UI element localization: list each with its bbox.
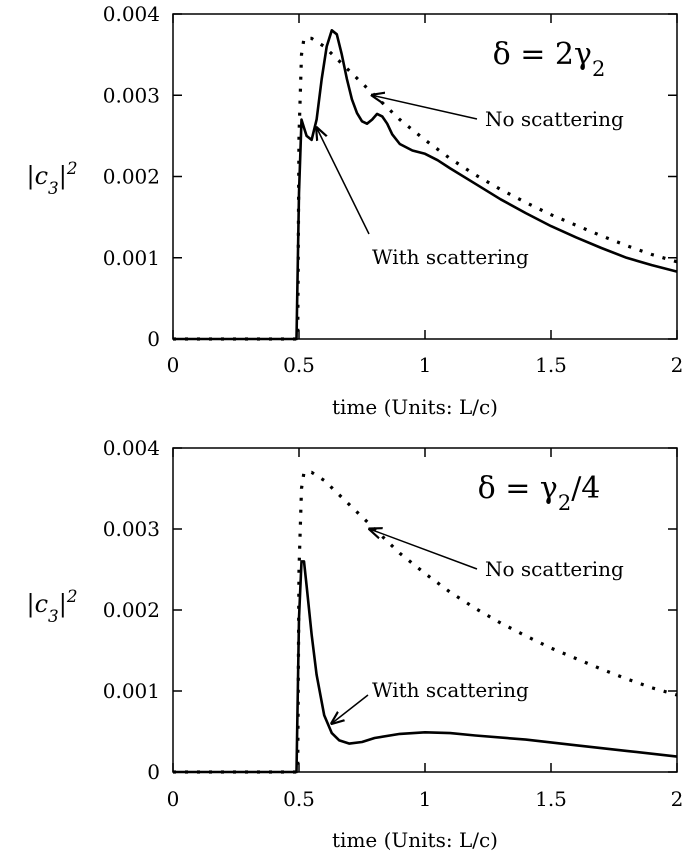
y-tick-label: 0.004 bbox=[103, 436, 160, 460]
x-axis-label: time (Units: L/c) bbox=[332, 828, 498, 852]
annotation-arrow bbox=[317, 128, 370, 235]
series-no-scattering-line bbox=[173, 36, 678, 341]
x-tick-label: 1.5 bbox=[535, 787, 567, 811]
annotation-no-scattering: No scattering bbox=[485, 107, 624, 131]
panel-title: δ = 2γ2 bbox=[493, 37, 606, 81]
annotation-arrow bbox=[370, 529, 478, 570]
y-tick-label: 0.002 bbox=[103, 165, 160, 189]
x-tick-label: 0 bbox=[167, 787, 180, 811]
annotation-arrow bbox=[332, 694, 369, 723]
annotation-with-scattering: With scattering bbox=[372, 678, 529, 702]
y-tick-label: 0.003 bbox=[103, 83, 160, 107]
y-tick-label: 0.004 bbox=[103, 2, 160, 26]
x-tick-label: 1 bbox=[419, 787, 432, 811]
chart-panel-2: 0 0.5 1 1.5 2 0 0.001 0.002 0.003 0.004 No scatter… bbox=[27, 436, 682, 852]
chart-panel-1: 0 0.5 1 1.5 2 0 0.001 0.002 0.003 0.004 No scatter… bbox=[27, 2, 682, 419]
y-tick-label: 0.001 bbox=[103, 679, 160, 703]
annotation-arrow bbox=[372, 95, 478, 120]
x-tick-label: 2 bbox=[671, 353, 682, 377]
y-tick-label: 0.003 bbox=[103, 517, 160, 541]
y-tick-label: 0.001 bbox=[103, 246, 160, 270]
x-tick-label: 1.5 bbox=[535, 353, 567, 377]
y-tick-label: 0 bbox=[147, 760, 160, 784]
x-tick-label: 0.5 bbox=[283, 353, 315, 377]
x-axis-label: time (Units: L/c) bbox=[332, 395, 498, 419]
y-axis-label: |c3|2 bbox=[27, 158, 78, 198]
annotation-with-scattering: With scattering bbox=[372, 245, 529, 269]
x-tick-label: 0 bbox=[167, 353, 180, 377]
plot-frame bbox=[172, 447, 678, 773]
annotation-no-scattering: No scattering bbox=[485, 557, 624, 581]
y-tick-label: 0.002 bbox=[103, 598, 160, 622]
series-with-scattering-line bbox=[173, 560, 678, 774]
y-tick-label: 0 bbox=[147, 327, 160, 351]
x-tick-label: 1 bbox=[419, 353, 432, 377]
panel-title: δ = γ2/4 bbox=[478, 471, 601, 515]
x-tick-label: 2 bbox=[671, 787, 682, 811]
y-axis-label: |c3|2 bbox=[27, 586, 78, 626]
series-no-scattering-line bbox=[173, 470, 678, 774]
x-tick-label: 0.5 bbox=[283, 787, 315, 811]
series-with-scattering-line bbox=[173, 28, 678, 341]
